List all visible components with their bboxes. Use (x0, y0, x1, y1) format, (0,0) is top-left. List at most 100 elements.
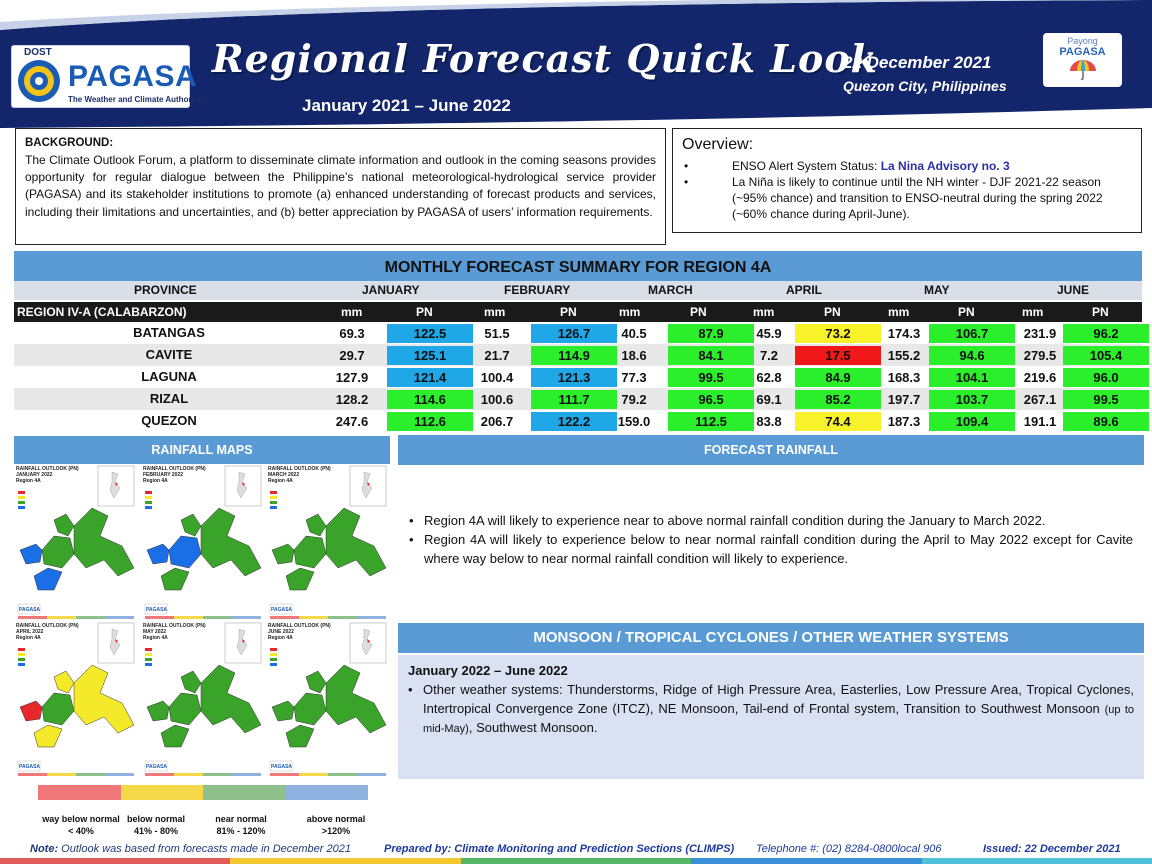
unit-mm: mm (1022, 305, 1044, 319)
table-row: LAGUNA 127.9 121.4 100.4 121.3 77.3 99.5 62.8 84… (14, 366, 1149, 388)
strip-blue (691, 858, 922, 864)
footer-issued: Issued: 22 December 2021 (983, 843, 1121, 855)
percent-normal-cell: 109.4 (929, 412, 1015, 431)
svg-text:PAGASA: PAGASA (19, 607, 40, 613)
percent-normal-cell: 99.5 (668, 368, 754, 387)
rainfall-map-panel: PAGASA RAINFALL OUTLOOK (PN) JUNE 2022 Regi… (266, 621, 390, 777)
map-title-line: Region 4A (268, 635, 293, 641)
strip-red (0, 858, 231, 864)
legend-range: >120% (321, 826, 351, 837)
percent-normal-cell: 94.6 (929, 346, 1015, 365)
forecast-table-title: MONTHLY FORECAST SUMMARY FOR REGION 4A (14, 251, 1142, 281)
percent-normal-cell: 122.5 (387, 324, 473, 343)
header-place: Quezon City, Philippines (843, 78, 1007, 94)
rainfall-mm-cell: 18.6 (621, 348, 647, 363)
footer-color-strip (0, 858, 1152, 864)
table-row: CAVITE 29.7 125.1 21.7 114.9 18.6 84.1 7.2 17.5 1… (14, 344, 1149, 366)
map-title-line: Region 4A (268, 478, 293, 484)
legend-name: above normal (306, 814, 366, 824)
map-title-line: FEBRUARY 2022 (143, 472, 184, 478)
monsoon-systems: Other weather systems: Thunderstorms, Ri… (408, 681, 1134, 738)
percent-normal-cell: 99.5 (1063, 390, 1149, 409)
percent-normal-cell: 74.4 (795, 412, 881, 431)
legend-swatch-way-below (38, 785, 121, 800)
dost-label: DOST (24, 47, 52, 58)
pagasa-name: PAGASA (68, 60, 198, 93)
table-row: BATANGAS 69.3 122.5 51.5 126.7 40.5 87.9 45.9 73… (14, 322, 1149, 344)
footer-note-label: Note: (30, 843, 59, 855)
rainfall-mm-cell: 77.3 (621, 370, 647, 385)
pagasa-tagline: The Weather and Climate Authority (68, 95, 201, 104)
strip-cyan (921, 858, 1152, 864)
rainfall-mm-cell: 159.0 (617, 414, 651, 429)
footer-prepared: Prepared by: Climate Monitoring and Pred… (384, 843, 735, 855)
rainfall-mm-cell: 187.3 (887, 414, 921, 429)
payong-pagasa-logo: Payong PAGASA (1043, 33, 1122, 87)
legend-label-above: above normal >120% (291, 813, 381, 837)
rainfall-mm-cell: 7.2 (759, 348, 779, 363)
umbrella-icon (1069, 60, 1096, 80)
unit-pn: PN (958, 305, 975, 319)
footer-note: Note: Outlook was based from forecasts m… (30, 843, 351, 855)
bullet: • (684, 174, 689, 189)
rainfall-mm-cell: 40.5 (621, 326, 647, 341)
legend-range: 41% - 80% (133, 826, 179, 837)
percent-normal-cell: 104.1 (929, 368, 1015, 387)
unit-mm: mm (341, 305, 363, 319)
percent-normal-cell: 114.9 (531, 346, 617, 365)
unit-mm: mm (888, 305, 910, 319)
monsoon-text-end: , Southwest Monsoon. (468, 719, 598, 735)
percent-normal-cell: 84.9 (795, 368, 881, 387)
rainfall-mm-cell: 206.7 (480, 414, 514, 429)
rainfall-mm-cell: 83.8 (756, 414, 782, 429)
map-title-line: RAINFALL OUTLOOK (PN) (16, 623, 79, 629)
legend-name: below normal (126, 814, 185, 824)
percent-normal-cell: 96.2 (1063, 324, 1149, 343)
percent-normal-cell: 114.6 (387, 390, 473, 409)
map-title-line: Region 4A (143, 635, 168, 641)
monsoon-heading: MONSOON / TROPICAL CYCLONES / OTHER WEAT… (398, 623, 1144, 653)
strip-yellow (230, 858, 461, 864)
month-header: MAY (924, 283, 950, 297)
province-name: CAVITE (145, 347, 193, 362)
map-title: RAINFALL OUTLOOK (PN) MARCH 2022 Region 4A (268, 466, 331, 484)
table-row: QUEZON 247.6 112.6 206.7 122.2 159.0 112.5 83.8… (14, 410, 1149, 432)
svg-text:PAGASA: PAGASA (19, 764, 40, 770)
map-title: RAINFALL OUTLOOK (PN) JANUARY 2022 Region … (16, 466, 79, 484)
percent-normal-cell: 103.7 (929, 390, 1015, 409)
rainfall-mm-cell: 79.2 (621, 392, 647, 407)
footer-note-text: Outlook was based from forecasts made in… (58, 843, 351, 855)
pagasa-seal-icon (18, 60, 60, 102)
unit-pn: PN (690, 305, 707, 319)
rainfall-mm-cell: 155.2 (887, 348, 921, 363)
overview-item-la-nina: • La Niña is likely to continue until th… (682, 174, 1132, 223)
forecast-table-unit-row: REGION IV-A (CALABARZON) mm PN mm PN mm … (14, 302, 1142, 322)
percent-normal-cell: 122.2 (531, 412, 617, 431)
rainfall-mm-cell: 100.4 (480, 370, 514, 385)
pagasa-logo: DOST PAGASA The Weather and Climate Auth… (11, 45, 201, 108)
header-banner: DOST PAGASA The Weather and Climate Auth… (0, 0, 1152, 128)
rainfall-mm-cell: 197.7 (887, 392, 921, 407)
header-band (0, 0, 1152, 128)
rainfall-mm-cell: 219.6 (1023, 370, 1057, 385)
percent-normal-cell: 112.6 (387, 412, 473, 431)
svg-text:PAGASA: PAGASA (271, 764, 292, 770)
rainfall-map-panel: PAGASA RAINFALL OUTLOOK (PN) APRIL 2022 Reg… (14, 621, 138, 777)
percent-normal-cell: 126.7 (531, 324, 617, 343)
monsoon-note: (up to mid-May) (423, 703, 1134, 735)
unit-pn: PN (560, 305, 577, 319)
unit-pn: PN (416, 305, 433, 319)
percent-normal-cell: 73.2 (795, 324, 881, 343)
bullet: • (684, 158, 689, 173)
monsoon-text: Other weather systems: Thunderstorms, Ri… (423, 681, 1134, 716)
map-title-line: RAINFALL OUTLOOK (PN) (143, 466, 206, 472)
enso-advisory: La Nina Advisory no. 3 (880, 158, 1010, 173)
monsoon-panel: January 2022 – June 2022 Other weather s… (398, 655, 1144, 779)
rainfall-mm-cell: 191.1 (1023, 414, 1057, 429)
table-row: RIZAL 128.2 114.6 100.6 111.7 79.2 96.5 69.1 85.… (14, 388, 1149, 410)
province-name: LAGUNA (141, 369, 197, 384)
footer: Note: Outlook was based from forecasts m… (0, 843, 1152, 859)
rainfall-mm-cell: 21.7 (484, 348, 510, 363)
map-title: RAINFALL OUTLOOK (PN) FEBRUARY 2022 Region… (143, 466, 206, 484)
rainfall-maps-heading: RAINFALL MAPS (14, 436, 390, 464)
